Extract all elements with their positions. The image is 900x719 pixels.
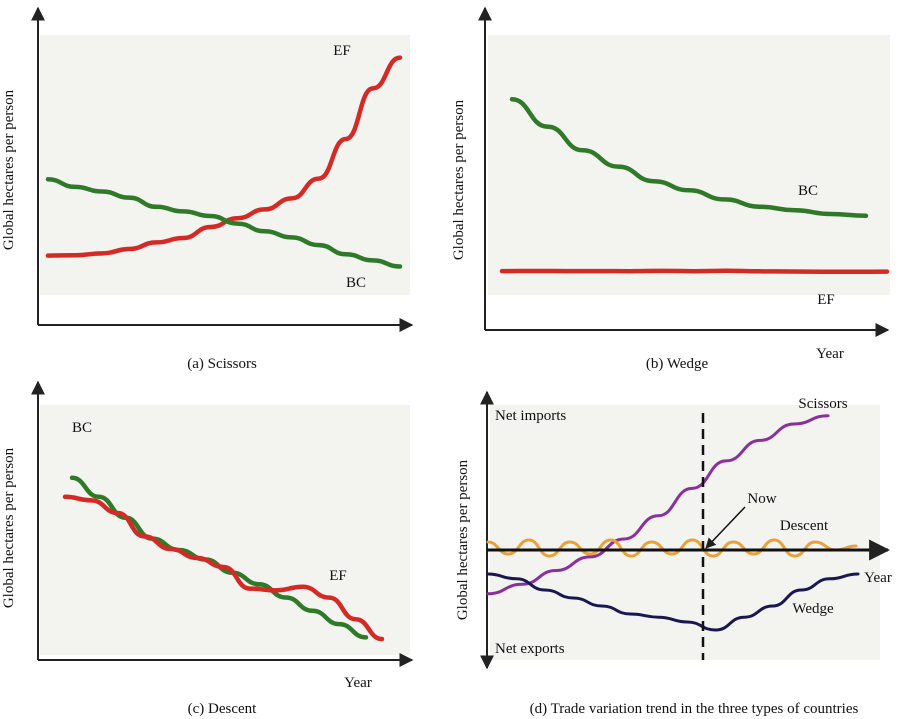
series-group-d (486, 414, 860, 632)
plot-background-b (488, 35, 890, 295)
xlabel-d: Year (864, 570, 892, 586)
series-label-ef-a: EF (333, 43, 351, 59)
panel-a: Global hectares per person EF BC (a) Sci… (1, 6, 414, 372)
series-label-bc-b: BC (798, 183, 818, 199)
series-group-b (499, 97, 890, 275)
net-imports-label: Net imports (495, 408, 566, 424)
panel-c: Global hectares per person BC EF Year (c… (1, 380, 414, 717)
ylabel-a: Global hectares per person (1, 89, 17, 250)
series-line-scissors-d (486, 414, 830, 596)
caption-b: (b) Wedge (646, 356, 709, 372)
series-line-wedge-d (486, 572, 860, 632)
series-group-c (62, 475, 385, 642)
series-label-bc-a: BC (346, 275, 366, 291)
series-line-bc-b (509, 97, 869, 219)
now-pointer-arrow (705, 506, 746, 549)
caption-c: (c) Descent (188, 701, 258, 717)
xlabel-b: Year (816, 346, 844, 362)
series-label-ef-b: EF (817, 292, 835, 308)
series-label-bc-c: BC (72, 420, 92, 436)
series-label-scissors-d: Scissors (798, 396, 847, 412)
series-line-ef-c (62, 494, 385, 642)
series-line-descent-d (486, 538, 858, 558)
panel-d: Global hectares per person Net imports N… (455, 390, 892, 717)
series-group-a (45, 55, 403, 269)
xlabel-c: Year (344, 675, 372, 691)
series-line-bc-a (45, 177, 403, 269)
ylabel-c: Global hectares per person (1, 447, 17, 608)
plot-background-d (490, 405, 880, 660)
caption-d: (d) Trade variation trend in the three t… (530, 701, 859, 717)
caption-a: (a) Scissors (187, 356, 257, 372)
net-exports-label: Net exports (495, 641, 565, 657)
series-line-ef-b (499, 268, 890, 275)
series-label-wedge-d: Wedge (792, 601, 834, 617)
now-label: Now (747, 491, 776, 507)
ylabel-d: Global hectares per person (455, 459, 471, 620)
ylabel-b: Global hectares per person (451, 99, 467, 260)
series-label-ef-c: EF (329, 568, 347, 584)
series-label-descent-d: Descent (780, 518, 829, 534)
panel-b: Global hectares per person BC EF Year (b… (451, 6, 890, 372)
